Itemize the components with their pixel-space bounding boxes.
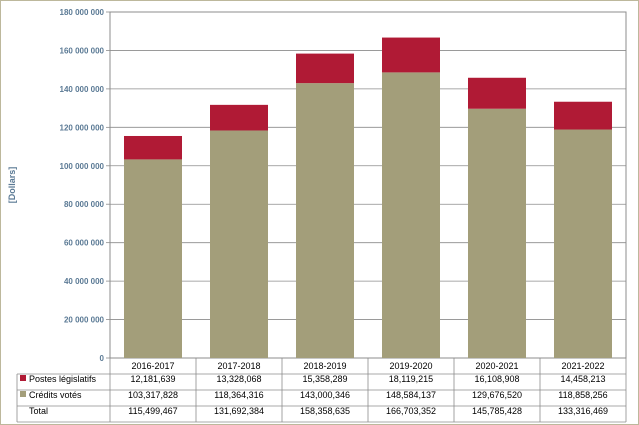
data-label: 15,358,289 [302, 374, 347, 384]
y-axis-title: [Dollars] [7, 167, 17, 204]
total-label: 145,785,428 [472, 406, 522, 416]
x-category-label: 2017-2018 [217, 361, 260, 371]
total-label: 131,692,384 [214, 406, 264, 416]
bar-credits-votes [210, 130, 268, 358]
y-tick-label: 160 000 000 [60, 46, 105, 55]
bar-postes-legislatifs [296, 53, 354, 84]
data-label: 16,108,908 [474, 374, 519, 384]
x-category-label: 2021-2022 [561, 361, 604, 371]
data-label: 14,458,213 [560, 374, 605, 384]
bar-postes-legislatifs [468, 77, 526, 109]
x-category-label: 2018-2019 [303, 361, 346, 371]
legend-credits-votes-label: Crédits votés [29, 390, 82, 400]
bar-credits-votes [468, 108, 526, 358]
data-label: 103,317,828 [128, 390, 178, 400]
bar-postes-legislatifs [210, 104, 268, 131]
y-tick-label: 140 000 000 [60, 85, 105, 94]
y-tick-label: 20 000 000 [64, 316, 105, 325]
y-tick-label: 180 000 000 [60, 8, 105, 17]
y-tick-label: 0 [100, 354, 105, 363]
legend-postes-legislatifs-label: Postes législatifs [29, 374, 97, 384]
x-category-label: 2020-2021 [475, 361, 518, 371]
data-label: 118,858,256 [558, 390, 607, 400]
y-tick-label: 60 000 000 [64, 239, 105, 248]
data-label: 18,119,215 [389, 374, 433, 384]
data-label: 12,181,639 [130, 374, 175, 384]
bar-credits-votes [296, 83, 354, 359]
bar-credits-votes [124, 159, 182, 358]
total-label: 166,703,352 [386, 406, 436, 416]
legend-credits-votes-swatch [20, 391, 26, 397]
bar-credits-votes [554, 129, 612, 358]
bar-credits-votes [382, 72, 440, 358]
data-label: 148,584,137 [386, 390, 436, 400]
total-label: 158,358,635 [300, 406, 350, 416]
total-row-label: Total [29, 406, 48, 416]
total-label: 115,499,467 [128, 406, 177, 416]
bar-postes-legislatifs [382, 37, 440, 73]
bar-postes-legislatifs [554, 101, 612, 130]
data-label: 13,328,068 [216, 374, 261, 384]
y-tick-label: 40 000 000 [64, 277, 105, 286]
data-label: 129,676,520 [472, 390, 522, 400]
y-tick-label: 120 000 000 [60, 123, 105, 132]
total-label: 133,316,469 [558, 406, 608, 416]
data-label: 118,364,316 [214, 390, 263, 400]
plot-area [109, 11, 627, 359]
bar-postes-legislatifs [124, 135, 182, 160]
x-category-label: 2016-2017 [131, 361, 174, 371]
y-tick-label: 80 000 000 [64, 200, 105, 209]
legend-postes-legislatifs-swatch [20, 375, 26, 381]
x-category-label: 2019-2020 [389, 361, 432, 371]
data-label: 143,000,346 [300, 390, 350, 400]
y-tick-label: 100 000 000 [60, 162, 105, 171]
